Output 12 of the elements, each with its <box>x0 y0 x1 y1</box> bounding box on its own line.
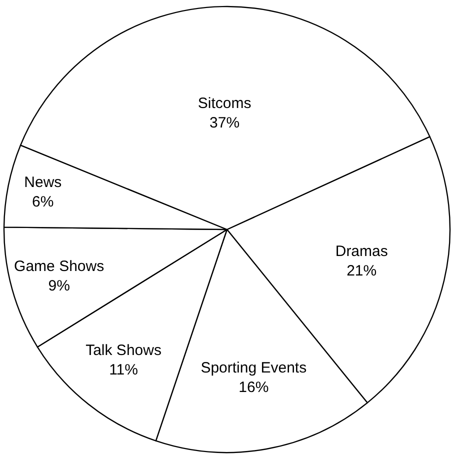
slice-label: Game Shows <box>14 258 104 276</box>
data-label: 37% <box>210 114 240 132</box>
slice-label: Sporting Events <box>200 359 307 376</box>
slice-label: News <box>24 174 62 192</box>
data-label: 6% <box>32 194 54 211</box>
data-label: 21% <box>346 262 377 280</box>
data-label: 11% <box>109 361 138 378</box>
data-label: 16% <box>238 378 269 396</box>
slice-label: Talk Shows <box>86 342 162 359</box>
slice-label: Dramas <box>335 242 388 260</box>
data-label: 9% <box>48 278 70 295</box>
slice-label: Sitcoms <box>198 94 252 112</box>
